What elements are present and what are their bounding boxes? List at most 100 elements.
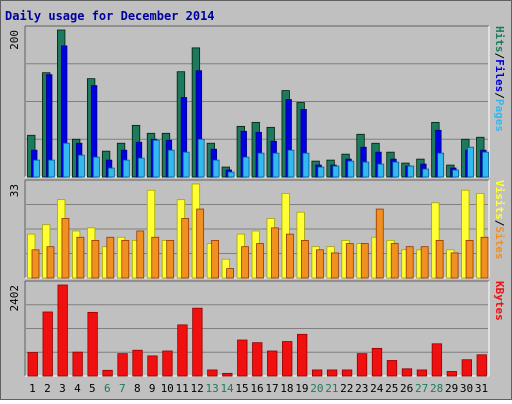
x-tick-label-day-10: 10 — [161, 382, 174, 395]
bar-pages-day-1 — [33, 159, 40, 178]
bar-sites-day-10 — [166, 239, 175, 279]
bar-kbytes-day-7 — [117, 353, 128, 377]
panel-kbytes-legend: KBytes — [493, 281, 506, 321]
x-tick-label-day-8: 8 — [134, 382, 141, 395]
x-tick-label-day-31: 31 — [475, 382, 488, 395]
bar-kbytes-day-6 — [102, 369, 113, 377]
x-tick-label-day-30: 30 — [460, 382, 473, 395]
bar-kbytes-day-26 — [401, 368, 413, 377]
x-tick-label-day-29: 29 — [445, 382, 458, 395]
bar-pages-day-9 — [152, 139, 160, 178]
bar-pages-day-31 — [482, 151, 489, 178]
bar-sites-day-31 — [480, 236, 489, 279]
chart-title: Daily usage for December 2014 — [5, 9, 215, 23]
x-tick-label-day-4: 4 — [74, 382, 81, 395]
bar-kbytes-day-30 — [461, 359, 472, 377]
panel-visits-sites-legend: Visits/Sites — [493, 180, 506, 260]
panel-hits-files-pages-legend: Hits/Files/Pages — [493, 26, 506, 132]
bar-kbytes-day-17 — [267, 350, 278, 377]
x-tick-label-day-17: 17 — [265, 382, 278, 395]
bar-pages-day-7 — [122, 159, 130, 178]
bar-pages-day-5 — [92, 156, 100, 178]
bar-sites-day-30 — [465, 239, 474, 279]
bar-pages-day-26 — [407, 165, 415, 178]
bar-sites-day-24 — [375, 208, 384, 279]
bar-sites-day-16 — [256, 243, 264, 279]
bar-pages-day-10 — [167, 149, 175, 178]
bar-pages-day-17 — [272, 152, 280, 178]
bar-pages-day-3 — [63, 142, 70, 178]
bar-pages-day-13 — [212, 159, 220, 178]
bar-kbytes-day-3 — [57, 284, 68, 377]
legend-item-hits: Hits — [493, 26, 506, 53]
legend-item-visits: Visits — [493, 180, 506, 220]
bar-pages-day-12 — [197, 138, 205, 178]
bar-pages-day-19 — [302, 152, 310, 178]
bar-kbytes-day-22 — [341, 369, 353, 377]
bar-pages-day-8 — [137, 157, 145, 178]
bar-kbytes-day-8 — [132, 349, 143, 377]
bar-pages-day-14 — [227, 171, 235, 178]
legend-item-sites: Sites — [493, 226, 506, 259]
bar-pages-day-11 — [182, 151, 190, 178]
bar-kbytes-day-14 — [222, 372, 233, 377]
bar-sites-day-13 — [211, 239, 220, 279]
bar-sites-day-8 — [136, 230, 145, 279]
bar-sites-day-25 — [390, 243, 399, 279]
bar-sites-day-17 — [271, 227, 279, 279]
bar-sites-day-29 — [450, 252, 459, 279]
bar-sites-day-2 — [46, 246, 55, 279]
bar-sites-day-28 — [435, 239, 444, 279]
bar-kbytes-day-2 — [42, 311, 53, 377]
x-tick-label-day-16: 16 — [250, 382, 263, 395]
bar-sites-day-11 — [181, 218, 190, 279]
bar-pages-day-16 — [257, 152, 265, 178]
x-tick-label-day-25: 25 — [385, 382, 398, 395]
legend-separator: / — [493, 53, 506, 60]
x-tick-label-day-19: 19 — [295, 382, 308, 395]
panel-visits-sites-max-label: 33 — [8, 184, 21, 197]
bar-kbytes-day-12 — [192, 307, 203, 377]
legend-item-kbytes: KBytes — [493, 281, 506, 321]
bar-kbytes-day-24 — [371, 347, 383, 377]
bar-pages-day-25 — [392, 161, 400, 178]
x-tick-label-day-23: 23 — [355, 382, 368, 395]
bar-kbytes-day-10 — [162, 350, 173, 377]
bar-pages-day-23 — [362, 161, 370, 178]
bar-kbytes-day-19 — [297, 333, 308, 377]
bar-kbytes-day-31 — [476, 354, 487, 377]
bar-pages-day-21 — [332, 165, 340, 178]
bar-kbytes-day-15 — [237, 339, 248, 377]
x-tick-label-day-3: 3 — [59, 382, 66, 395]
legend-item-pages: Pages — [493, 99, 506, 132]
bar-visits-day-30 — [461, 189, 470, 279]
bar-sites-day-5 — [91, 239, 100, 279]
bar-sites-day-19 — [301, 239, 309, 279]
x-tick-label-day-11: 11 — [176, 382, 189, 395]
x-tick-label-day-9: 9 — [149, 382, 156, 395]
legend-separator: / — [493, 220, 506, 227]
x-tick-label-day-21: 21 — [325, 382, 338, 395]
x-tick-label-day-18: 18 — [280, 382, 293, 395]
x-tick-label-day-26: 26 — [400, 382, 413, 395]
panel-kbytes-max-label: 2402 — [8, 285, 21, 312]
bar-kbytes-day-13 — [207, 369, 218, 377]
bar-pages-day-27 — [422, 168, 430, 178]
bar-pages-day-20 — [317, 166, 325, 178]
bar-kbytes-day-9 — [147, 355, 158, 377]
bar-sites-day-18 — [286, 233, 294, 279]
x-tick-label-day-22: 22 — [340, 382, 353, 395]
bar-sites-day-20 — [315, 249, 324, 279]
x-tick-label-day-27: 27 — [415, 382, 428, 395]
bar-kbytes-day-29 — [446, 371, 457, 377]
bar-kbytes-day-23 — [356, 353, 368, 377]
legend-separator: / — [493, 92, 506, 99]
bar-visits-day-31 — [476, 192, 485, 279]
bar-sites-day-7 — [121, 239, 130, 279]
bar-kbytes-day-11 — [177, 324, 188, 377]
panel-hits-files-pages-max-label: 200 — [8, 30, 21, 50]
bar-sites-day-14 — [226, 268, 234, 279]
